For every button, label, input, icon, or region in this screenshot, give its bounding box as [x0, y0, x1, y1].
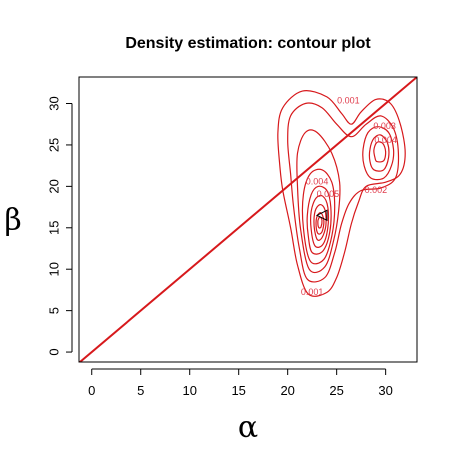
x-axis-label: α [238, 410, 258, 445]
y-tick-label-25: 25 [46, 138, 61, 152]
y-tick-label-0: 0 [46, 348, 61, 355]
y-tick-label-10: 10 [46, 262, 61, 276]
x-tick-label-15: 15 [231, 383, 245, 398]
contour-line-4 [301, 168, 336, 265]
x-tick-label-30: 30 [378, 383, 392, 398]
x-tick-label-25: 25 [329, 383, 343, 398]
x-axis: 0 5 10 15 20 25 30 [88, 368, 393, 398]
contour-line-8 [310, 194, 330, 248]
contour-line-9 [313, 203, 327, 241]
y-tick-label-20: 20 [46, 179, 61, 193]
contour-line-11 [317, 216, 323, 229]
contours-layer [277, 90, 406, 297]
contour-label-6: 0.001 [301, 287, 324, 297]
contour-label-0: 0.001 [337, 95, 360, 105]
x-tick-label-10: 10 [182, 383, 196, 398]
contour-label-5: 0.002 [365, 185, 388, 195]
contour-line-1 [287, 102, 400, 283]
contour-line-0 [277, 90, 406, 297]
chart-title: Density estimation: contour plot [125, 35, 371, 52]
x-tick-label-5: 5 [137, 383, 144, 398]
contour-labels-layer: 0.001 0.003 0.004 0.004 0.005 0.002 0.001 [301, 95, 397, 296]
contour-line-6 [306, 185, 332, 255]
y-axis-label: β [4, 203, 21, 238]
y-axis: 0 5 10 15 20 25 30 [46, 96, 73, 356]
contour-line-3 [362, 126, 395, 181]
mode-marker-layer [315, 209, 328, 222]
x-tick-label-20: 20 [280, 383, 294, 398]
contour-line-5 [368, 134, 390, 172]
contour-label-3: 0.004 [306, 177, 329, 187]
reference-line-layer [79, 77, 417, 362]
contour-line-2 [296, 129, 341, 274]
y-tick-label-5: 5 [46, 307, 61, 314]
contour-line-7 [373, 141, 387, 163]
plot-frame [78, 76, 418, 363]
contour-label-2: 0.004 [374, 135, 397, 145]
contour-label-1: 0.003 [373, 121, 396, 131]
y-tick-label-30: 30 [46, 96, 61, 110]
reference-line [79, 77, 417, 362]
mode-marker [315, 209, 328, 222]
y-tick-label-15: 15 [46, 221, 61, 235]
contour-label-4: 0.005 [317, 189, 340, 199]
x-tick-label-0: 0 [88, 383, 95, 398]
